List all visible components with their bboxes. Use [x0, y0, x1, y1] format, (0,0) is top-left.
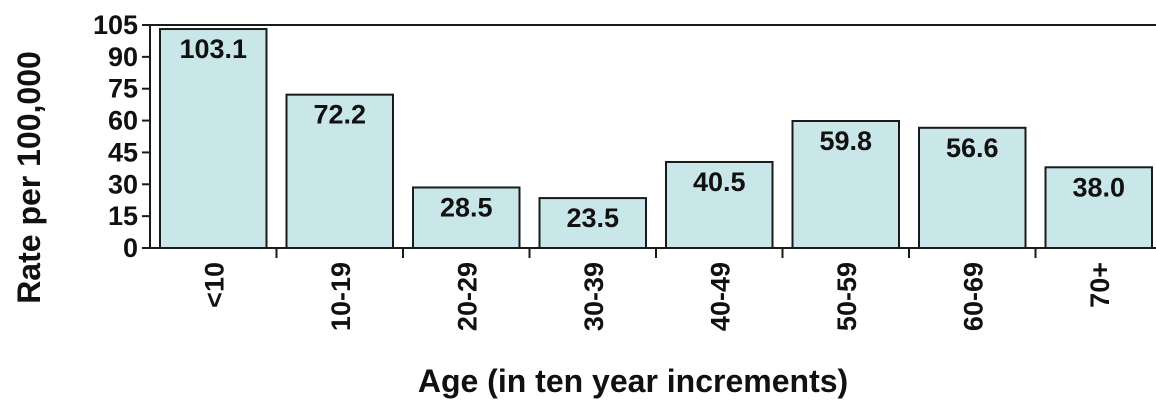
y-tick-label: 30 — [108, 169, 138, 199]
y-tick-label: 15 — [108, 201, 138, 231]
data-label: 28.5 — [440, 192, 493, 222]
bars-layer — [159, 28, 1153, 250]
data-label: 23.5 — [566, 203, 619, 233]
bar-<10 — [159, 28, 268, 250]
data-labels-layer: 103.1 72.2 28.5 23.5 40.5 59.8 56.6 38.0 — [179, 34, 1125, 233]
x-tick-label: 50-59 — [832, 262, 862, 331]
y-tick-label: 90 — [108, 42, 138, 72]
x-axis-title: Age (in ten year increments) — [418, 363, 848, 399]
x-tick-label: 70+ — [1085, 262, 1115, 308]
x-tick-label: 20-29 — [452, 262, 482, 331]
data-label: 103.1 — [179, 34, 247, 64]
x-tick-label: 60-69 — [958, 262, 988, 331]
y-tick-label: 60 — [108, 106, 138, 136]
data-label: 72.2 — [313, 100, 366, 130]
y-tick-label: 0 — [123, 233, 138, 263]
x-tick-label: 30-39 — [579, 262, 609, 331]
x-tick-label: 40-49 — [705, 262, 735, 331]
data-label: 59.8 — [819, 126, 872, 156]
y-axis-title: Rate per 100,000 — [11, 51, 47, 304]
data-label: 56.6 — [946, 133, 999, 163]
bar-10-19 — [285, 93, 394, 249]
y-tick-label: 105 — [93, 10, 138, 40]
data-label: 40.5 — [693, 167, 746, 197]
bar-50-59 — [791, 119, 900, 249]
bar-30-39 — [538, 197, 647, 249]
x-tick-label: <10 — [199, 262, 229, 308]
x-ticks-layer: <10 10-19 20-29 30-39 40-49 50-59 60-69 70+ — [199, 248, 1115, 331]
y-tick-label: 45 — [108, 137, 138, 167]
data-label: 38.0 — [1072, 172, 1125, 202]
x-tick-label: 10-19 — [326, 262, 356, 331]
y-tick-label: 75 — [108, 74, 138, 104]
bar-70+ — [1044, 166, 1153, 250]
